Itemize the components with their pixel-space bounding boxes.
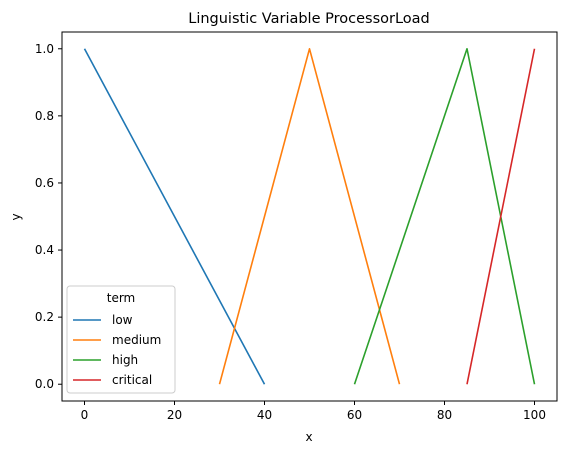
chart-title: Linguistic Variable ProcessorLoad [188,11,430,27]
y-tick-label: 1.0 [35,42,54,56]
y-tick-label: 0.2 [35,310,54,324]
series-line-high [353,47,536,385]
legend-label-high: high [112,353,138,367]
x-tick-label: 80 [437,408,452,422]
series-line-critical [466,48,536,385]
x-tick-label: 0 [81,408,89,422]
y-tick-label: 0.6 [35,176,54,190]
y-axis: 0.0 0.2 0.4 0.6 0.8 1.0 [35,42,62,391]
series-line-medium [218,47,401,385]
y-tick-label: 0.8 [35,109,54,123]
y-tick-label: 0.0 [35,377,54,391]
y-axis-label: y [9,213,23,220]
legend-title: term [107,291,136,305]
plot-frame [61,31,558,402]
series-lines [83,47,536,385]
y-tick-label: 0.4 [35,243,54,257]
legend-label-low: low [112,313,133,327]
x-tick-label: 100 [523,408,546,422]
legend-box [66,285,176,394]
x-axis: 0 20 40 60 80 100 [81,401,546,422]
x-tick-label: 40 [257,408,272,422]
legend-label-medium: medium [112,333,161,347]
plot-area [61,31,558,402]
legend-items: low medium high critical [73,313,161,387]
x-axis-label: x [305,430,312,444]
legend-label-critical: critical [112,373,152,387]
legend: term low medium high critical [66,285,176,394]
x-tick-label: 60 [347,408,362,422]
x-tick-label: 20 [167,408,182,422]
